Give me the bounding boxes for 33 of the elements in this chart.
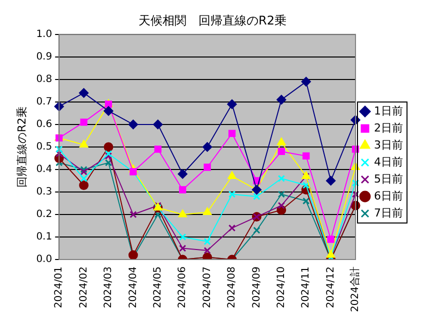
x-tick-label: 2024/11 [300,266,312,308]
legend-label: 4日前 [374,155,403,168]
chart-title: 天候相関 回帰直線のR2乗 [138,13,286,28]
legend-label: 1日前 [374,104,403,118]
x-tick-label: 2024/05 [152,266,164,308]
x-tick-label: 2024合計 [349,266,362,312]
y-tick-label: 0.6 [36,119,52,130]
x-tick-label: 2024/03 [103,266,114,308]
legend-label: 2日前 [374,121,403,134]
x-tick-label: 2024/02 [78,266,90,308]
y-tick-label: 0.2 [36,209,52,220]
y-tick-label: 0.9 [36,52,52,63]
x-tick-label: 2024/01 [54,266,65,308]
y-tick-label: 0.1 [36,232,52,243]
y-tick-label: 0.7 [36,96,52,108]
legend-label: 6日前 [374,189,403,202]
x-tick-label: 2024/08 [226,266,238,308]
y-tick-label: 0.5 [36,142,52,153]
y-axis-title: 回帰直線のR2乗 [15,106,28,188]
y-tick-label: 0.4 [36,164,52,176]
legend-label: 3日前 [374,138,403,152]
x-tick-label: 2024/09 [251,266,262,308]
x-tick-label: 2024/06 [177,266,188,308]
y-tick-label: 0.3 [36,186,52,198]
x-tick-label: 2024/10 [276,266,287,308]
y-tick-label: 1.0 [36,28,52,40]
legend-label: 5日前 [374,172,403,186]
x-tick-label: 2024/04 [128,266,139,308]
y-tick-label: 0.0 [36,254,52,266]
legend-label: 7日前 [374,206,403,220]
x-tick-label: 2024/12 [325,266,336,308]
x-tick-label: 2024/07 [202,266,213,308]
y-tick-label: 0.8 [36,74,52,86]
